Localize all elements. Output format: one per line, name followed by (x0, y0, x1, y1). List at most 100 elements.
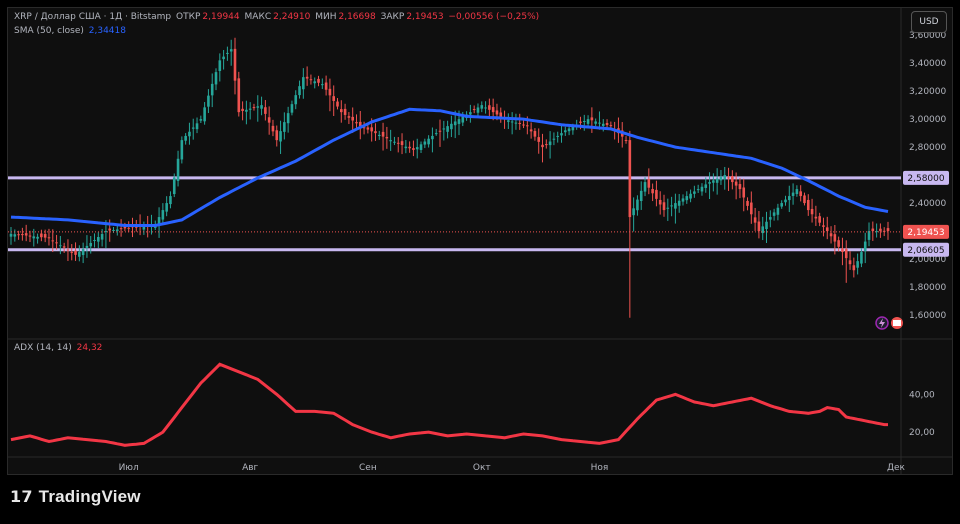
candle-body (693, 191, 696, 194)
candle-body (374, 131, 377, 134)
candle-body (715, 178, 719, 183)
candle-body (302, 77, 305, 90)
candle-body (62, 246, 66, 248)
candle-body (700, 186, 704, 192)
tradingview-logo[interactable]: 𝟭𝟳 TradingView (10, 487, 141, 507)
currency-button[interactable]: USD (911, 11, 947, 33)
candle-body (89, 242, 93, 247)
candle-body (723, 175, 727, 180)
candle-body (294, 95, 298, 105)
candle-body (810, 208, 814, 215)
candle-body (157, 217, 161, 224)
candle-body (271, 125, 275, 132)
candle-body (51, 240, 55, 242)
candle-body (605, 123, 609, 125)
candle-body (469, 112, 472, 115)
candle-body (324, 82, 328, 90)
last-price-tag (903, 224, 949, 239)
candle-body (275, 130, 279, 141)
candle-body (142, 225, 146, 230)
price-legend: XRP / Доллар США · 1Д · Bitstamp ОТКР 2,1… (14, 12, 541, 22)
candle-body (453, 121, 457, 126)
candle-body (222, 56, 225, 60)
candle-body (431, 135, 434, 140)
candle-body (799, 191, 802, 197)
candle-body (632, 208, 635, 216)
candle-body (100, 234, 104, 240)
candle-body (590, 117, 594, 121)
candle-body (526, 125, 529, 127)
change-value: −0,00556 (−0,25%) (448, 12, 540, 22)
candle-body (750, 202, 753, 215)
candle-body (567, 128, 571, 132)
lightning-glyph (879, 318, 885, 328)
candle-body (814, 216, 818, 219)
candle-body (867, 231, 871, 240)
candle-body (355, 122, 358, 124)
candle-body (226, 52, 229, 54)
chart-frame[interactable]: 1,600001,800002,000002,200002,400002,600… (7, 7, 953, 475)
candle-body (321, 84, 324, 86)
candle-body (119, 228, 123, 230)
candle-body (761, 226, 765, 234)
candle-body (647, 179, 651, 188)
candle-body (636, 199, 639, 211)
candle-body (210, 83, 214, 96)
candle-body (472, 109, 476, 111)
candle-body (256, 106, 260, 108)
candle-body (624, 140, 628, 142)
candle-body (674, 203, 677, 209)
candle-body (875, 231, 878, 233)
price-tick-label: 3,60000 (909, 31, 946, 41)
price-level-tag (903, 170, 949, 185)
brand-name: TradingView (38, 487, 141, 506)
adx-legend[interactable]: ADX (14, 14) 24,32 (14, 343, 104, 353)
candle-body (457, 119, 461, 124)
candle-body (43, 234, 47, 238)
candle-body (753, 217, 757, 223)
candle-body (40, 233, 43, 238)
candle-body (347, 116, 351, 118)
candle-body (806, 199, 810, 211)
candle-body (370, 127, 373, 132)
candle-body (639, 190, 643, 202)
candle-body (829, 233, 833, 237)
candle-body (423, 141, 427, 145)
high-label: МАКС (244, 12, 272, 22)
price-tick-label: 3,20000 (909, 87, 946, 97)
candle-body (195, 123, 199, 130)
candle-body (882, 230, 886, 232)
candle-body (822, 225, 825, 227)
candles (9, 37, 890, 318)
candle-body (78, 251, 81, 257)
candle-body (104, 231, 108, 233)
candle-body (161, 210, 165, 220)
candle-body (400, 141, 404, 146)
candle-body (108, 228, 112, 231)
candle-body (670, 205, 673, 207)
adx-tick-label: 40,00 (909, 390, 935, 400)
candle-body (841, 248, 844, 253)
candle-body (74, 250, 77, 255)
candle-body (97, 237, 100, 242)
candle-body (47, 237, 51, 239)
candle-body (860, 252, 863, 264)
candle-body (134, 226, 138, 228)
candle-body (757, 221, 761, 232)
candle-body (563, 130, 567, 133)
candle-body (848, 260, 852, 265)
candle-body (480, 105, 484, 109)
sma-line (10, 107, 889, 227)
candle-body (548, 141, 552, 146)
candle-body (237, 78, 241, 113)
candle-body (264, 107, 267, 114)
candle-body (719, 176, 723, 181)
candle-body (662, 202, 666, 211)
chart-canvas[interactable]: 1,600001,800002,000002,200002,400002,600… (8, 8, 953, 475)
candle-body (628, 140, 632, 218)
candle-body (507, 120, 510, 122)
candle-body (708, 182, 711, 184)
sma-legend[interactable]: SMA (50, close) 2,34418 (14, 26, 128, 36)
symbol-title: XRP / Доллар США · 1Д · Bitstamp (14, 12, 172, 22)
candle-body (123, 225, 127, 229)
